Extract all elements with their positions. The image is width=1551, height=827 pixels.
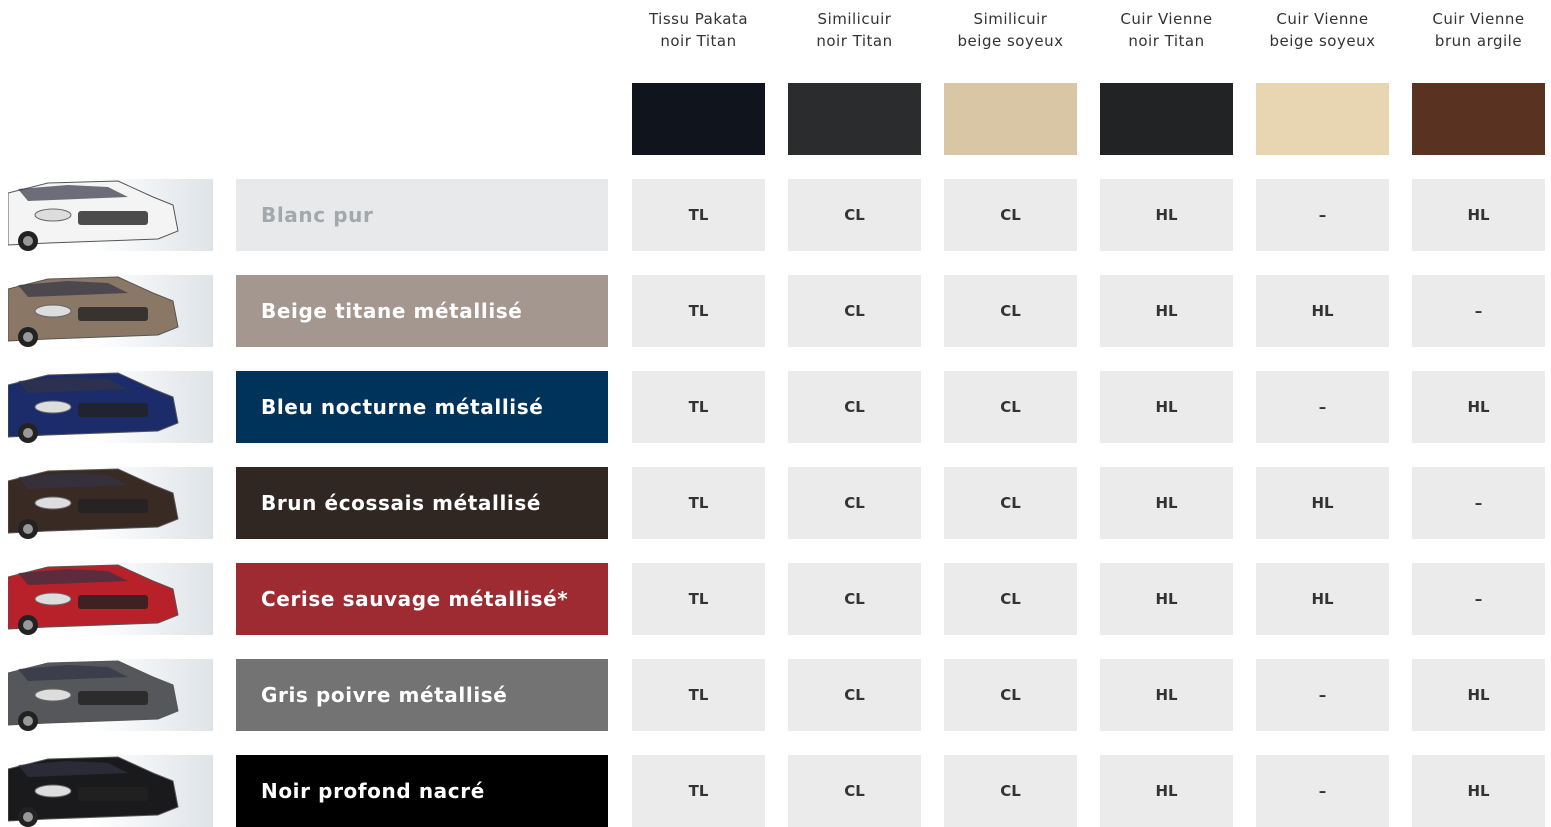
car-image xyxy=(8,467,213,539)
color-name: Noir profond nacré xyxy=(236,755,608,827)
header-line: Tissu Pakata xyxy=(621,8,777,30)
header-line: Cuir Vienne xyxy=(1401,8,1551,30)
car-silhouette xyxy=(8,563,213,635)
header-line: noir Titan xyxy=(777,30,933,52)
availability-cell: HL xyxy=(1412,371,1545,443)
color-name: Beige titane métallisé xyxy=(236,275,608,347)
availability-cell: HL xyxy=(1256,563,1389,635)
availability-cell: HL xyxy=(1100,275,1233,347)
car-silhouette xyxy=(8,179,213,251)
availability-cell: HL xyxy=(1412,179,1545,251)
availability-cell: CL xyxy=(788,563,921,635)
availability-cell: – xyxy=(1256,371,1389,443)
car-image xyxy=(8,371,213,443)
color-name: Cerise sauvage métallisé* xyxy=(236,563,608,635)
upholstery-swatch xyxy=(632,83,765,155)
header-line: Cuir Vienne xyxy=(1089,8,1245,30)
availability-cell: CL xyxy=(788,467,921,539)
car-silhouette xyxy=(8,755,213,827)
availability-cell: TL xyxy=(632,755,765,827)
upholstery-swatch xyxy=(1100,83,1233,155)
page: Tissu Pakatanoir TitanSimilicuirnoir Tit… xyxy=(0,0,1551,827)
upholstery-swatch xyxy=(944,83,1077,155)
availability-cell: – xyxy=(1256,659,1389,731)
availability-cell: HL xyxy=(1412,659,1545,731)
color-name: Bleu nocturne métallisé xyxy=(236,371,608,443)
header-line: beige soyeux xyxy=(933,30,1089,52)
availability-cell: TL xyxy=(632,467,765,539)
upholstery-swatch xyxy=(1412,83,1545,155)
availability-cell: – xyxy=(1412,275,1545,347)
availability-cell: CL xyxy=(944,659,1077,731)
car-image xyxy=(8,659,213,731)
car-silhouette xyxy=(8,467,213,539)
availability-cell: CL xyxy=(788,275,921,347)
availability-cell: CL xyxy=(944,371,1077,443)
availability-cell: CL xyxy=(788,179,921,251)
availability-cell: CL xyxy=(944,755,1077,827)
header-line: noir Titan xyxy=(621,30,777,52)
header-line: Similicuir xyxy=(933,8,1089,30)
availability-cell: HL xyxy=(1256,467,1389,539)
car-silhouette xyxy=(8,659,213,731)
availability-cell: – xyxy=(1412,467,1545,539)
upholstery-swatch xyxy=(1256,83,1389,155)
car-image xyxy=(8,755,213,827)
header-line: Similicuir xyxy=(777,8,933,30)
availability-cell: CL xyxy=(788,755,921,827)
availability-cell: CL xyxy=(944,563,1077,635)
header-line: Cuir Vienne xyxy=(1245,8,1401,30)
availability-cell: HL xyxy=(1100,371,1233,443)
availability-cell: TL xyxy=(632,275,765,347)
availability-cell: TL xyxy=(632,659,765,731)
car-image xyxy=(8,563,213,635)
availability-cell: – xyxy=(1256,179,1389,251)
car-image xyxy=(8,275,213,347)
availability-cell: CL xyxy=(944,275,1077,347)
availability-cell: TL xyxy=(632,179,765,251)
header-line: brun argile xyxy=(1401,30,1551,52)
availability-cell: HL xyxy=(1100,179,1233,251)
color-name: Gris poivre métallisé xyxy=(236,659,608,731)
availability-cell: CL xyxy=(788,659,921,731)
availability-cell: HL xyxy=(1100,659,1233,731)
availability-cell: HL xyxy=(1100,755,1233,827)
car-silhouette xyxy=(8,371,213,443)
availability-cell: CL xyxy=(788,371,921,443)
availability-cell: – xyxy=(1412,563,1545,635)
availability-cell: HL xyxy=(1256,275,1389,347)
availability-cell: – xyxy=(1256,755,1389,827)
header-line: beige soyeux xyxy=(1245,30,1401,52)
availability-cell: HL xyxy=(1412,755,1545,827)
car-silhouette xyxy=(8,275,213,347)
availability-cell: TL xyxy=(632,371,765,443)
availability-cell: HL xyxy=(1100,563,1233,635)
upholstery-swatch xyxy=(788,83,921,155)
car-image xyxy=(8,179,213,251)
color-name: Brun écossais métallisé xyxy=(236,467,608,539)
header-line: noir Titan xyxy=(1089,30,1245,52)
color-name: Blanc pur xyxy=(236,179,608,251)
availability-cell: TL xyxy=(632,563,765,635)
availability-cell: CL xyxy=(944,179,1077,251)
availability-cell: CL xyxy=(944,467,1077,539)
availability-cell: HL xyxy=(1100,467,1233,539)
